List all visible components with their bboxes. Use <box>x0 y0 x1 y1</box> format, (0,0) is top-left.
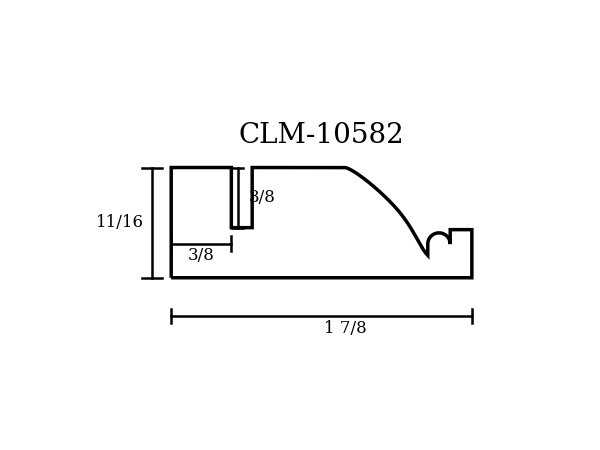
Text: 3/8: 3/8 <box>248 189 275 206</box>
Text: 3/8: 3/8 <box>188 247 215 264</box>
Text: 1 7/8: 1 7/8 <box>324 320 367 337</box>
Text: 11/16: 11/16 <box>96 214 144 231</box>
Text: CLM-10582: CLM-10582 <box>239 122 404 149</box>
